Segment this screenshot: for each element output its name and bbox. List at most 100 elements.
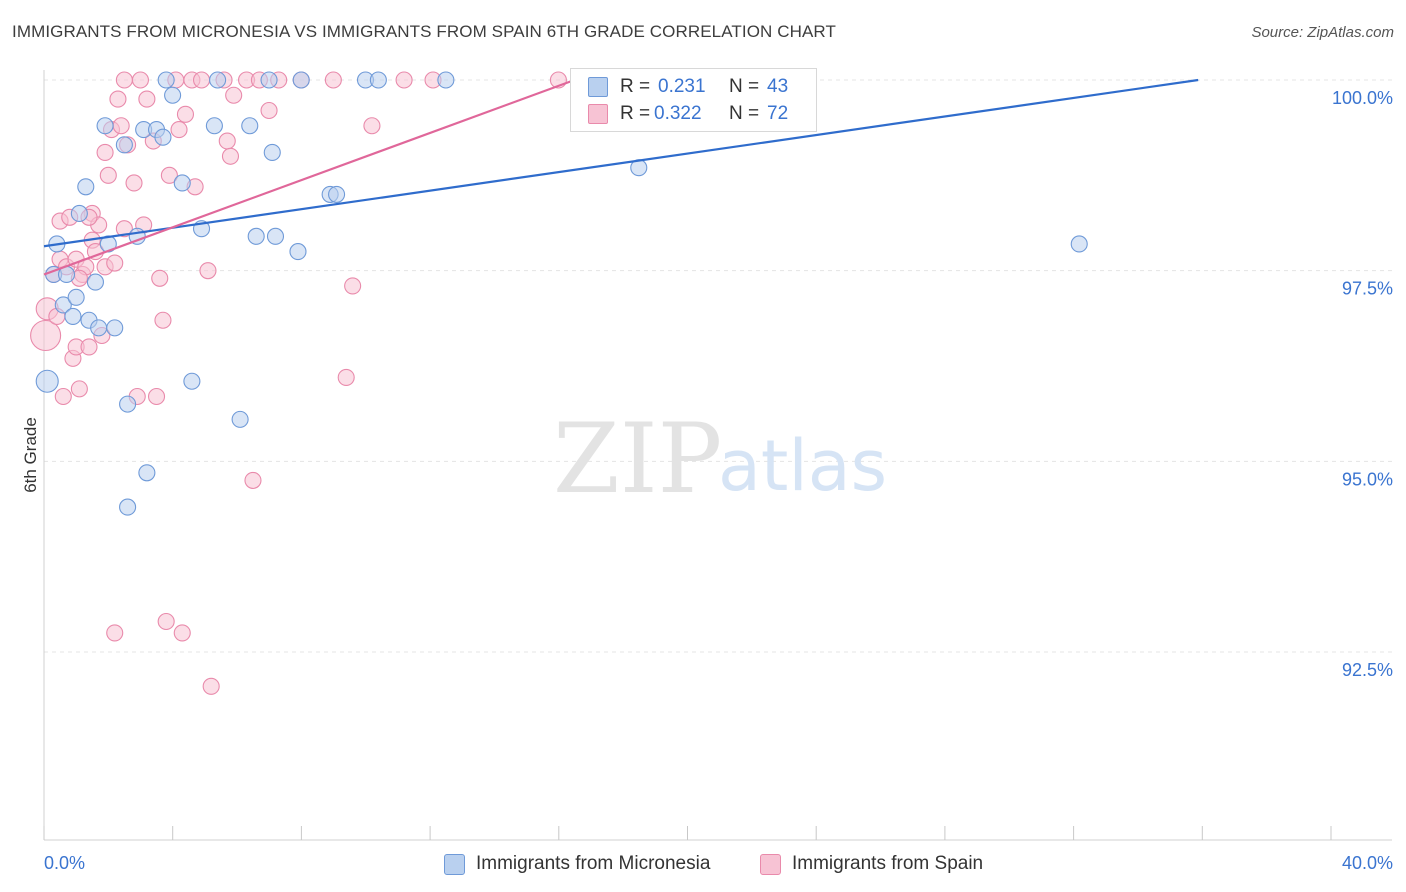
spain-point [157, 612, 175, 631]
legend-r-label: R = [620, 103, 651, 124]
spain-point [106, 624, 124, 642]
legend-r-value: 0.231 [658, 76, 706, 97]
spain-point [30, 319, 62, 352]
micronesia-point [164, 86, 182, 104]
micronesia-point [67, 288, 85, 306]
spain-point [225, 86, 243, 104]
x-tick-label: 40.0% [1342, 853, 1393, 873]
legend-n-value: 43 [767, 76, 789, 97]
micronesia-point [292, 71, 310, 89]
spain-point [147, 387, 166, 406]
micronesia-point [328, 185, 346, 203]
spain-point [99, 166, 117, 184]
micronesia-trend-line [43, 78, 1199, 248]
micronesia-point [138, 464, 156, 482]
trend-layer [43, 78, 1199, 276]
micronesia-point [154, 128, 172, 146]
micronesia-point [260, 71, 278, 89]
spain-point [221, 147, 240, 165]
micronesia-point [119, 498, 137, 516]
spain-point [260, 101, 278, 120]
legend-r-value: 0.322 [654, 103, 702, 124]
spain-point [151, 269, 169, 287]
spain-point [199, 262, 217, 280]
spain-point [115, 71, 133, 89]
series-micronesia-points [35, 71, 1088, 516]
x-tick-label: 0.0% [44, 853, 85, 873]
series-spain-points [30, 71, 722, 695]
spain-point [70, 380, 88, 398]
micronesia-point [173, 174, 191, 192]
legend-row-micronesia: R = 0.231 N = 43 [571, 73, 816, 99]
micronesia-point [205, 117, 223, 135]
spain-point [54, 387, 72, 406]
spain-point [363, 117, 381, 135]
spain-point [170, 121, 188, 139]
legend-n-label: N = [729, 76, 760, 97]
y-axis-label: 6th Grade [21, 417, 40, 493]
watermark-atlas: atlas [718, 425, 887, 507]
spain-point [115, 220, 133, 238]
spain-point [154, 311, 172, 329]
micronesia-point [263, 143, 281, 162]
micronesia-point [90, 319, 108, 337]
micronesia-point [247, 227, 265, 245]
micronesia-point [1070, 235, 1088, 253]
spain-point [244, 471, 262, 489]
grid-layer [44, 79, 1392, 653]
micronesia-point [77, 178, 95, 196]
micronesia-point [86, 273, 104, 291]
micronesia-point [183, 372, 201, 390]
spain-point [395, 71, 413, 89]
spain-point [202, 677, 220, 695]
micronesia-point [106, 319, 124, 337]
legend-n-label: N = [729, 103, 760, 124]
spain-point [337, 368, 355, 386]
micronesia-point [209, 71, 227, 89]
stats-legend: R = 0.231 N = 43 R = 0.322 N = 72 [570, 68, 817, 132]
micronesia-point [119, 395, 137, 413]
spain-trend-line [43, 78, 575, 276]
micronesia-point [241, 117, 259, 135]
legend-label-spain: Immigrants from Spain [792, 853, 984, 874]
spain-point [125, 174, 143, 192]
micronesia-point [35, 369, 59, 393]
y-tick-label: 92.5% [1342, 660, 1393, 680]
spain-point [192, 71, 211, 89]
chart-title: IMMIGRANTS FROM MICRONESIA VS IMMIGRANTS… [12, 22, 836, 41]
micronesia-point [96, 117, 114, 135]
spain-point [138, 90, 156, 108]
watermark: ZIP atlas [553, 403, 887, 515]
spain-point [96, 143, 114, 162]
spain-point [80, 338, 98, 356]
micronesia-point [115, 136, 133, 154]
spain-point [173, 624, 191, 642]
legend-swatch-pink [760, 854, 781, 875]
micronesia-point [437, 71, 455, 89]
source-credit: Source: ZipAtlas.com [1251, 24, 1394, 41]
spain-point [109, 90, 127, 108]
spain-point [344, 277, 362, 295]
legend-n-value: 72 [767, 103, 789, 124]
legend-r-label: R = [620, 76, 651, 97]
spain-point [176, 105, 195, 123]
spain-point [324, 71, 342, 89]
micronesia-point [266, 227, 285, 245]
legend-label-micronesia: Immigrants from Micronesia [476, 853, 711, 874]
micronesia-point [289, 243, 307, 261]
micronesia-point [64, 307, 82, 325]
y-tick-label: 95.0% [1342, 469, 1393, 489]
legend-swatch-pink [588, 104, 608, 124]
spain-point [218, 132, 236, 150]
watermark-zip: ZIP [553, 403, 722, 515]
spain-point [160, 166, 178, 184]
spain-point [106, 254, 124, 272]
y-tick-label: 97.5% [1342, 279, 1393, 299]
y-tick-label: 100.0% [1332, 88, 1393, 108]
micronesia-point [231, 410, 249, 428]
micronesia-point [70, 204, 88, 223]
micronesia-point [54, 296, 72, 314]
axis-layer: 100.0% 97.5% 95.0% 92.5% 0.0% 40.0% [43, 70, 1393, 873]
micronesia-point [369, 71, 387, 89]
legend-row-spain: R = 0.322 N = 72 [571, 100, 816, 126]
